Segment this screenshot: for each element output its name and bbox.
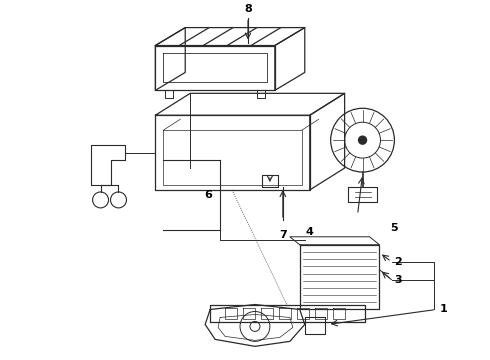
Text: 3: 3 (394, 275, 402, 285)
Text: 6: 6 (204, 190, 212, 200)
Text: 8: 8 (244, 4, 252, 14)
Circle shape (359, 136, 367, 144)
Text: 2: 2 (394, 257, 402, 267)
Text: 4: 4 (306, 227, 314, 237)
Text: 1: 1 (439, 305, 447, 315)
Text: 5: 5 (391, 223, 398, 233)
Text: 7: 7 (279, 230, 287, 240)
